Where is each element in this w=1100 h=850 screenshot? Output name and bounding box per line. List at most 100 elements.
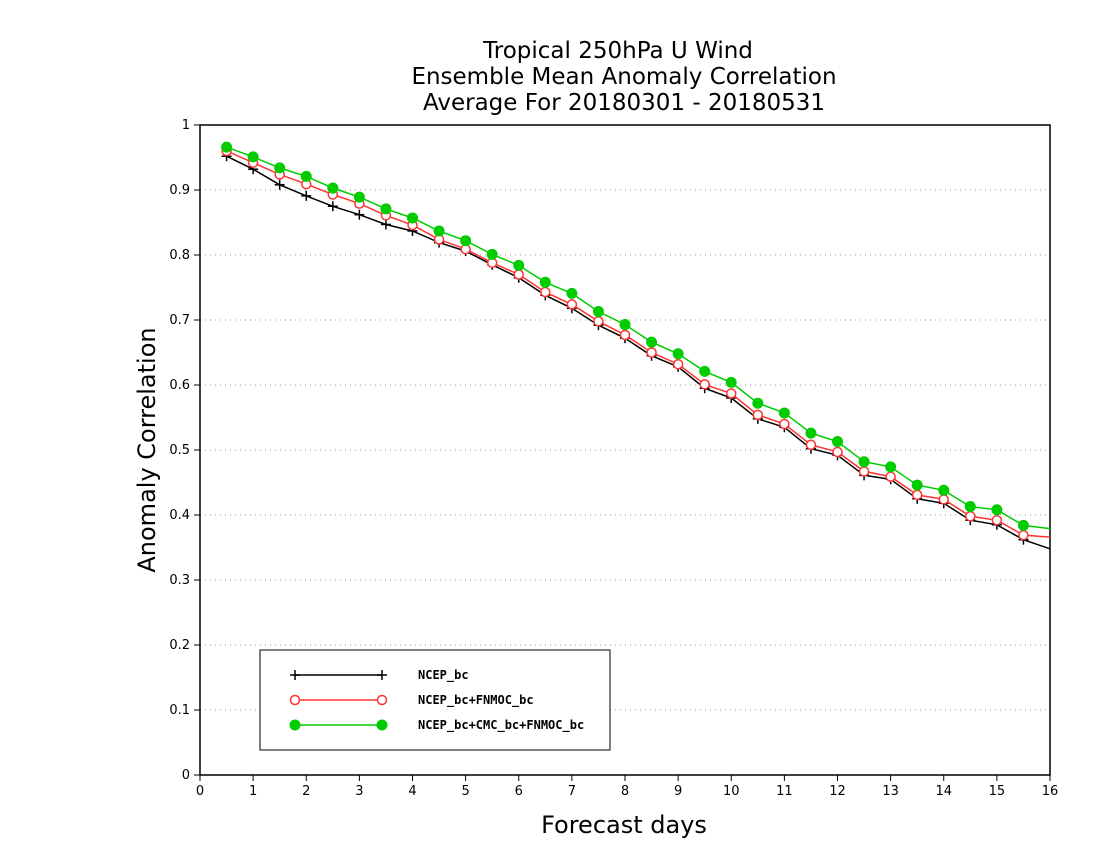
data-point-open-circle — [376, 694, 388, 706]
data-point-open-circle — [832, 446, 843, 458]
series-layer — [221, 141, 1051, 550]
x-tick-label: 2 — [302, 784, 310, 799]
data-point-open-circle — [699, 379, 710, 390]
x-tick-label: 9 — [674, 784, 682, 799]
data-point-filled-circle — [725, 376, 737, 388]
series-2 — [221, 145, 1051, 541]
data-point-open-circle — [726, 388, 737, 399]
y-tick-label: 0.5 — [169, 443, 190, 458]
x-tick-label: 14 — [935, 784, 952, 799]
data-point-open-circle — [566, 299, 578, 310]
data-point-filled-circle — [699, 365, 711, 377]
data-point-open-circle — [289, 694, 301, 706]
data-point-filled-circle — [885, 461, 897, 473]
data-point-filled-circle — [778, 407, 790, 419]
x-tick-label: 15 — [989, 784, 1006, 799]
x-tick-label: 0 — [196, 784, 204, 799]
data-point-open-circle — [965, 511, 976, 522]
y-tick-label: 0.3 — [169, 573, 190, 588]
data-point-open-circle — [540, 286, 551, 298]
data-point-open-circle — [779, 418, 790, 430]
y-axis-label: Anomaly Correlation — [133, 327, 161, 572]
data-point-open-circle — [885, 471, 896, 482]
data-point-plus — [380, 219, 391, 230]
data-point-open-circle — [1018, 529, 1029, 541]
title-line-3: Average For 20180301 - 20180531 — [423, 90, 825, 116]
data-point-filled-circle — [592, 306, 604, 318]
title-line-2: Ensemble Mean Anomaly Correlation — [411, 64, 836, 90]
x-tick-label: 8 — [621, 784, 629, 799]
x-tick-label: 13 — [882, 784, 899, 799]
data-point-open-circle — [938, 494, 949, 505]
data-point-plus — [354, 209, 365, 220]
x-tick-label: 7 — [568, 784, 576, 799]
data-point-filled-circle — [646, 336, 658, 348]
data-point-filled-circle — [938, 484, 950, 496]
series-line — [226, 155, 1051, 550]
y-tick-label: 0.6 — [169, 378, 190, 393]
y-tick-label: 0.7 — [169, 313, 190, 328]
data-point-plus — [301, 190, 312, 201]
x-tick-label: 10 — [723, 784, 740, 799]
data-point-filled-circle — [619, 319, 631, 331]
data-point-filled-circle — [858, 456, 870, 468]
title-line-1: Tropical 250hPa U Wind — [482, 38, 753, 64]
data-point-open-circle — [991, 514, 1003, 526]
series-1 — [221, 151, 1051, 550]
data-point-filled-circle — [327, 182, 339, 194]
series-line — [226, 146, 1051, 530]
data-point-plus — [274, 179, 285, 190]
y-tick-label: 0.1 — [169, 703, 190, 718]
data-point-filled-circle — [221, 141, 233, 153]
data-point-open-circle — [911, 489, 923, 501]
legend-item: NCEP_bc — [290, 668, 469, 683]
gridlines — [200, 189, 1050, 711]
x-axis-ticks: 0 1 2 3 4 5 6 7 8 9 10 11 12 13 14 15 16 — [196, 775, 1058, 799]
data-point-open-circle — [752, 409, 764, 421]
x-tick-label: 11 — [776, 784, 793, 799]
data-point-open-circle — [646, 347, 657, 358]
data-point-filled-circle — [964, 501, 976, 513]
data-point-plus — [327, 201, 338, 212]
data-point-filled-circle — [407, 212, 418, 224]
x-tick-label: 12 — [829, 784, 846, 799]
data-point-filled-circle — [832, 436, 843, 448]
y-tick-label: 1 — [182, 118, 190, 133]
y-tick-label: 0 — [182, 768, 190, 783]
data-point-filled-circle — [289, 719, 301, 731]
data-point-filled-circle — [380, 203, 392, 215]
legend-items: NCEP_bc NCEP_bc+FNMOC_bc NCEP_bc+CMC_bc+FN… — [289, 668, 584, 733]
data-point-filled-circle — [539, 276, 551, 288]
data-point-filled-circle — [486, 248, 498, 260]
y-tick-label: 0.2 — [169, 638, 190, 653]
series-line — [226, 150, 1051, 538]
legend-label: NCEP_bc — [418, 668, 469, 683]
legend: NCEP_bc NCEP_bc+FNMOC_bc NCEP_bc+CMC_bc+FN… — [259, 649, 611, 751]
data-point-open-circle — [593, 316, 604, 327]
x-tick-label: 3 — [355, 784, 363, 799]
series-3 — [221, 141, 1051, 531]
legend-item: NCEP_bc+CMC_bc+FNMOC_bc — [289, 718, 584, 733]
data-point-plus — [290, 670, 300, 680]
y-tick-label: 0.4 — [169, 508, 190, 523]
data-point-plus — [377, 670, 387, 680]
data-point-filled-circle — [566, 287, 578, 299]
legend-item: NCEP_bc+FNMOC_bc — [289, 693, 534, 708]
data-point-filled-circle — [752, 397, 764, 409]
data-point-filled-circle — [247, 151, 259, 163]
data-point-filled-circle — [911, 479, 923, 491]
x-tick-label: 1 — [249, 784, 257, 799]
data-point-filled-circle — [353, 191, 365, 203]
data-point-filled-circle — [274, 162, 286, 174]
legend-label: NCEP_bc+CMC_bc+FNMOC_bc — [418, 718, 584, 733]
y-tick-label: 0.9 — [169, 183, 190, 198]
data-point-filled-circle — [1017, 519, 1029, 531]
data-point-open-circle — [619, 329, 631, 341]
data-point-filled-circle — [433, 225, 445, 237]
chart-title: Tropical 250hPa U Wind Ensemble Mean Ano… — [411, 38, 836, 116]
data-point-filled-circle — [460, 235, 472, 247]
y-tick-label: 0.8 — [169, 248, 190, 263]
data-point-filled-circle — [991, 504, 1003, 516]
x-tick-label: 16 — [1042, 784, 1059, 799]
data-point-filled-circle — [376, 719, 388, 731]
